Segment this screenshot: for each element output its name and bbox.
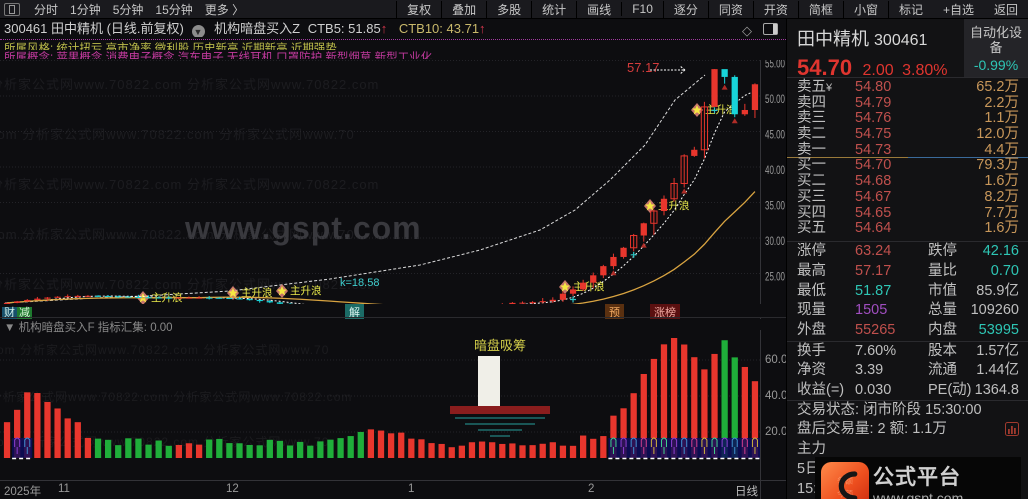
svg-text:25.00: 25.00: [765, 272, 785, 284]
svg-text:40.00: 40.00: [765, 165, 785, 177]
svg-text:35.00: 35.00: [765, 201, 785, 213]
svg-text:60.00: 60.00: [765, 354, 786, 366]
svg-text:40.00: 40.00: [765, 390, 786, 402]
svg-text:30.00: 30.00: [765, 236, 785, 248]
svg-text:20.00: 20.00: [765, 426, 786, 438]
svg-text:55.00: 55.00: [765, 60, 785, 71]
svg-text:k=18.58: k=18.58: [340, 277, 379, 289]
svg-text:50.00: 50.00: [765, 94, 785, 106]
svg-text:主升浪: 主升浪: [573, 280, 605, 293]
svg-text:主升浪: 主升浪: [290, 284, 322, 297]
svg-text:暗盘吸筹: 暗盘吸筹: [474, 338, 526, 353]
svg-text:57.17: 57.17: [627, 60, 660, 75]
svg-text:45.00: 45.00: [765, 130, 785, 142]
